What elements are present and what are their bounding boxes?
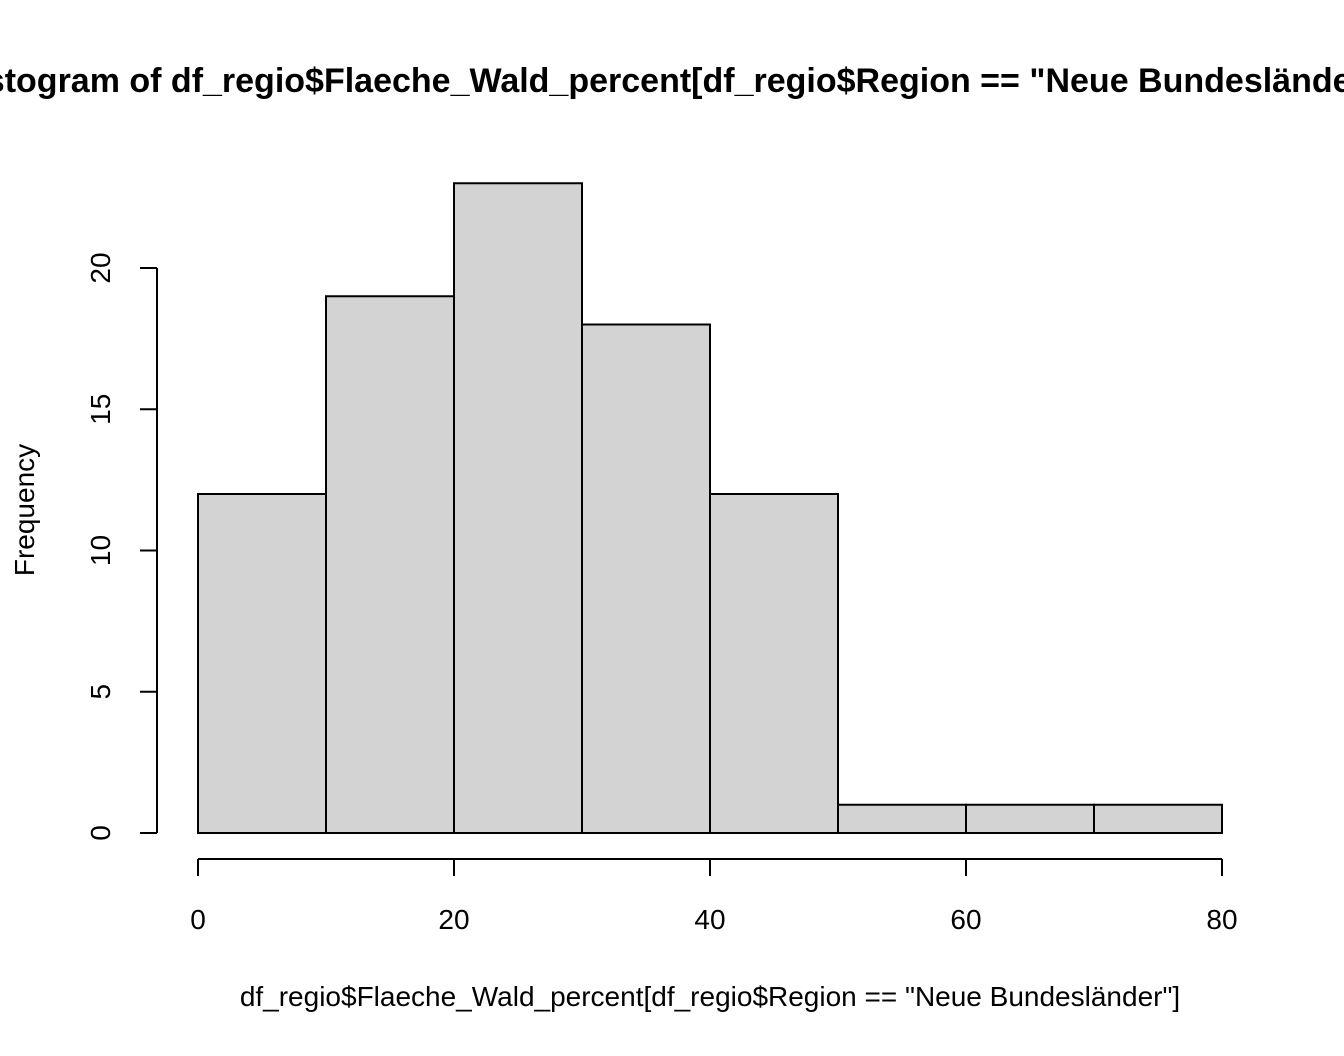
y-tick-label-5: 5 [85, 684, 116, 700]
x-tick-label-20: 20 [438, 904, 469, 935]
histogram-bar-50-60 [837, 803, 967, 834]
histogram-bar-70-80 [1093, 803, 1223, 834]
y-tick-label-0: 0 [85, 825, 116, 841]
y-tick-label-10: 10 [85, 535, 116, 566]
y-axis: 0 5 10 15 20 [85, 252, 158, 841]
x-tick-label-60: 60 [950, 904, 981, 935]
x-axis: 0 20 40 60 80 [190, 858, 1238, 935]
x-tick-label-80: 80 [1206, 904, 1237, 935]
histogram-bar-10-20 [325, 295, 455, 834]
x-axis-label: df_regio$Flaeche_Wald_percent[df_regio$R… [240, 981, 1180, 1012]
histogram-bar-60-70 [965, 803, 1095, 834]
bars-group [197, 182, 1223, 834]
histogram-bar-20-30 [453, 182, 583, 834]
chart-title: Histogram of df_regio$Flaeche_Wald_perce… [0, 62, 1344, 100]
histogram-bar-30-40 [581, 323, 711, 834]
x-tick-label-40: 40 [694, 904, 725, 935]
histogram-bar-40-50 [709, 493, 839, 834]
x-tick-label-0: 0 [190, 904, 206, 935]
y-tick-label-15: 15 [85, 394, 116, 425]
y-tick-label-20: 20 [85, 252, 116, 283]
y-axis-label: Frequency [9, 444, 40, 576]
histogram-bar-0-10 [197, 493, 327, 834]
